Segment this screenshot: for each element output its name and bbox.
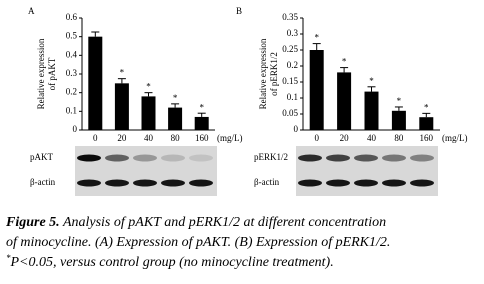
x-tick-label: 20 <box>340 133 350 143</box>
caption-text: Analysis of pAKT and pERK1/2 at differen… <box>62 215 386 230</box>
blot-label: pERK1/2 <box>254 152 288 162</box>
panel-label: B <box>236 6 242 16</box>
significance-mark: * <box>314 33 319 43</box>
blot-background <box>75 146 217 196</box>
y-axis-label: of pERK1/2 <box>269 52 279 96</box>
bar <box>391 110 406 130</box>
significance-mark: * <box>424 102 429 112</box>
significance-mark: * <box>369 76 374 86</box>
x-tick-label: 80 <box>394 133 404 143</box>
x-tick-label: 160 <box>195 133 209 143</box>
x-tick-label: 80 <box>171 133 181 143</box>
error-bar <box>394 106 403 111</box>
blot-label: β-actin <box>30 177 56 187</box>
y-tick-label: 0.5 <box>66 31 78 41</box>
blot-band <box>161 179 185 187</box>
error-bar <box>312 43 321 50</box>
y-axis-label: Relative expression <box>36 38 46 109</box>
bar <box>337 72 352 130</box>
y-tick-label: 0.3 <box>287 28 299 38</box>
blot-band <box>133 179 157 187</box>
caption-text: P<0.05, versus control group (no minocyc… <box>10 255 334 270</box>
y-tick-label: 0.1 <box>66 105 77 115</box>
caption-line: of minocycline. (A) Expression of pAKT. … <box>6 235 390 250</box>
blot-background <box>296 146 438 196</box>
blot-band <box>326 179 350 187</box>
y-tick-label: 0 <box>294 124 299 134</box>
error-bar <box>117 78 126 84</box>
x-unit: (mg/L) <box>442 133 468 143</box>
blot-band <box>105 179 129 187</box>
error-bar <box>91 31 100 37</box>
y-axis-label: of pAKT <box>47 57 57 90</box>
x-tick-label: 40 <box>144 133 154 143</box>
bar <box>168 107 183 130</box>
caption-line: *P<0.05, versus control group (no minocy… <box>6 253 334 270</box>
y-tick-label: 0.35 <box>282 12 298 22</box>
significance-mark: * <box>342 57 347 67</box>
y-tick-label: 0.1 <box>287 92 298 102</box>
y-tick-label: 0 <box>73 124 78 134</box>
blot-band <box>298 179 322 187</box>
blot-band <box>133 154 157 162</box>
y-tick-label: 0.05 <box>282 108 298 118</box>
significance-mark: * <box>173 93 178 103</box>
y-tick-label: 0.25 <box>282 44 298 54</box>
blot-band <box>382 154 406 162</box>
y-tick-label: 0.15 <box>282 76 298 86</box>
bar <box>114 83 129 130</box>
significance-mark: * <box>199 102 204 112</box>
error-bar <box>367 86 376 92</box>
x-unit: (mg/L) <box>217 133 243 143</box>
blot-band <box>354 179 378 187</box>
x-tick-label: 160 <box>420 133 434 143</box>
significance-mark: * <box>146 82 151 92</box>
x-tick-label: 20 <box>117 133 127 143</box>
error-bar <box>197 112 206 117</box>
y-axis-label: Relative expression <box>258 38 268 109</box>
panel-label: A <box>28 6 35 16</box>
blot-band <box>410 179 434 187</box>
blot-band <box>382 179 406 187</box>
y-tick-label: 0.2 <box>287 60 298 70</box>
x-tick-label: 0 <box>314 133 319 143</box>
error-bar <box>340 67 349 73</box>
y-tick-label: 0.2 <box>66 87 77 97</box>
caption-line: Figure 5. Analysis of pAKT and pERK1/2 a… <box>5 215 386 230</box>
x-tick-label: 0 <box>93 133 98 143</box>
y-tick-label: 0.4 <box>66 49 78 59</box>
blot-band <box>410 154 434 162</box>
blot-label: pAKT <box>30 152 53 162</box>
caption-label: Figure 5. <box>5 215 60 230</box>
blot-band <box>77 154 101 162</box>
error-bar <box>422 112 431 118</box>
caption-sup: * <box>6 253 11 263</box>
x-tick-label: 40 <box>367 133 377 143</box>
blot-label: β-actin <box>254 177 280 187</box>
bar <box>309 50 324 130</box>
y-tick-label: 0.3 <box>66 68 78 78</box>
blot-band <box>298 154 322 162</box>
bar <box>419 117 434 130</box>
blot-band <box>189 154 213 162</box>
error-bar <box>171 103 180 108</box>
blot-band <box>77 179 101 187</box>
error-bar <box>144 92 153 97</box>
bar <box>194 116 209 130</box>
bar <box>141 96 156 130</box>
blot-band <box>161 154 185 162</box>
bar <box>88 36 103 130</box>
y-tick-label: 0.6 <box>66 12 78 22</box>
blot-band <box>105 154 129 162</box>
significance-mark: * <box>397 96 402 106</box>
blot-band <box>354 154 378 162</box>
blot-band <box>326 154 350 162</box>
significance-mark: * <box>120 68 125 78</box>
blot-band <box>189 179 213 187</box>
bar <box>364 91 379 130</box>
